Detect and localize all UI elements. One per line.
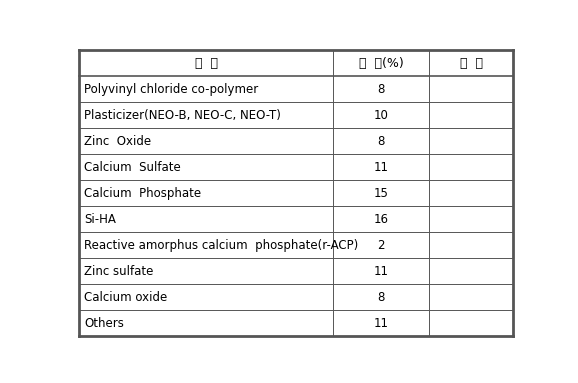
Text: 11: 11 [373, 161, 388, 174]
Text: Zinc  Oxide: Zinc Oxide [84, 135, 151, 148]
Text: 16: 16 [373, 213, 388, 226]
Text: Calcium  Sulfate: Calcium Sulfate [84, 161, 181, 174]
Text: Calcium  Phosphate: Calcium Phosphate [84, 187, 202, 200]
Text: Polyvinyl chloride co-polymer: Polyvinyl chloride co-polymer [84, 83, 258, 96]
Text: Plasticizer(NEO-B, NEO-C, NEO-T): Plasticizer(NEO-B, NEO-C, NEO-T) [84, 109, 281, 122]
Text: 15: 15 [373, 187, 388, 200]
Text: Reactive amorphus calcium  phosphate(r-ACP): Reactive amorphus calcium phosphate(r-AC… [84, 239, 358, 252]
Text: 11: 11 [373, 317, 388, 330]
Text: 비  고: 비 고 [460, 57, 483, 70]
Text: 2: 2 [377, 239, 385, 252]
Text: Calcium oxide: Calcium oxide [84, 291, 168, 304]
Text: 10: 10 [373, 109, 388, 122]
Text: 성  분: 성 분 [195, 57, 217, 70]
Text: 8: 8 [377, 83, 384, 96]
Text: Si-HA: Si-HA [84, 213, 116, 226]
Text: 8: 8 [377, 291, 384, 304]
Text: 11: 11 [373, 265, 388, 278]
Text: 함  량(%): 함 량(%) [358, 57, 403, 70]
Text: Zinc sulfate: Zinc sulfate [84, 265, 154, 278]
Text: Others: Others [84, 317, 124, 330]
Text: 8: 8 [377, 135, 384, 148]
